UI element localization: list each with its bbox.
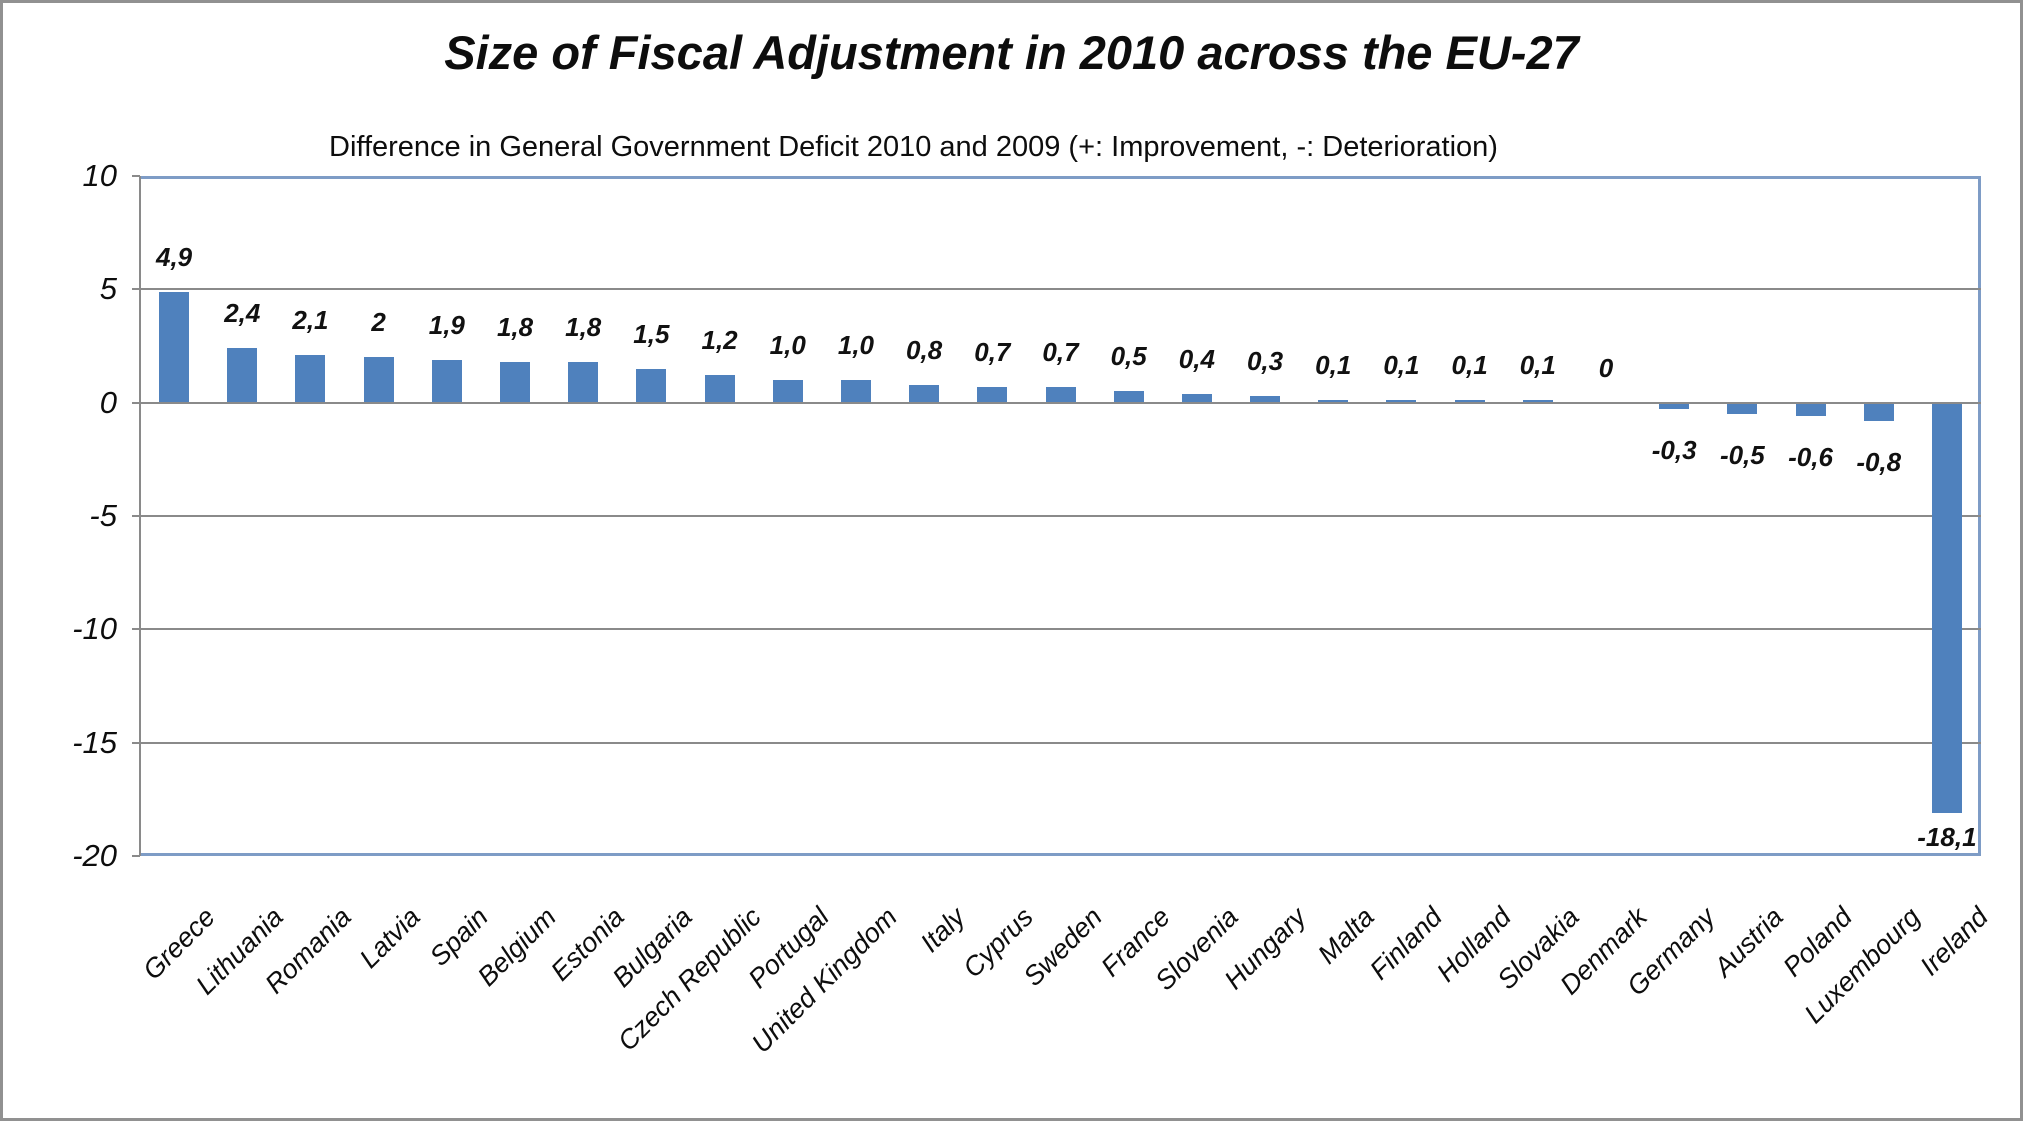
y-axis-label: -15 bbox=[72, 724, 117, 760]
y-axis-tick bbox=[132, 855, 140, 857]
data-label: 0,7 bbox=[1042, 336, 1079, 367]
y-axis-label: -10 bbox=[72, 611, 117, 647]
gridline bbox=[140, 741, 1981, 744]
data-label: 0 bbox=[1598, 352, 1614, 383]
y-axis-tick bbox=[132, 288, 140, 291]
data-label: 0,1 bbox=[1383, 350, 1420, 381]
data-label: 1,5 bbox=[633, 318, 670, 349]
bar-hungary bbox=[1250, 395, 1281, 403]
bar-slovakia bbox=[1522, 400, 1553, 403]
bar-bulgaria bbox=[636, 368, 667, 403]
gridline bbox=[140, 288, 1981, 291]
gridline bbox=[140, 515, 1981, 517]
data-label: 1,0 bbox=[769, 330, 806, 360]
data-label: 1,0 bbox=[837, 330, 875, 360]
data-label: 0,1 bbox=[1451, 350, 1488, 381]
data-label: 0,1 bbox=[1519, 350, 1556, 381]
data-label: 1,8 bbox=[496, 311, 534, 342]
chart-title: Size of Fiscal Adjustment in 2010 across… bbox=[444, 26, 1579, 79]
data-label: 0,4 bbox=[1178, 343, 1215, 374]
data-label: 1,2 bbox=[701, 325, 738, 356]
bar-malta bbox=[1318, 400, 1349, 403]
bar-italy bbox=[909, 384, 940, 403]
y-axis-tick bbox=[132, 741, 140, 744]
bar-united-kingdom bbox=[840, 380, 871, 403]
bar-france bbox=[1113, 391, 1144, 403]
y-axis-label: 0 bbox=[99, 384, 117, 420]
data-label: 2,4 bbox=[224, 298, 261, 329]
bar-holland bbox=[1454, 400, 1485, 403]
gridline bbox=[140, 628, 1981, 631]
bar-poland bbox=[1795, 402, 1826, 417]
y-axis-label: 10 bbox=[82, 158, 117, 193]
chart-subtitle: Difference in General Government Deficit… bbox=[329, 131, 1498, 163]
y-axis-tick bbox=[132, 515, 140, 517]
bar-cyprus bbox=[977, 386, 1008, 403]
data-label: -0,6 bbox=[1788, 442, 1833, 473]
bar-romania bbox=[295, 355, 326, 403]
bar-slovenia bbox=[1181, 393, 1212, 403]
data-label: 0,5 bbox=[1110, 341, 1147, 372]
data-label: 0,1 bbox=[1315, 350, 1352, 381]
y-axis-tick bbox=[132, 628, 140, 631]
data-label: 0,8 bbox=[906, 334, 943, 365]
bar-greece bbox=[159, 291, 190, 403]
data-label: 1,8 bbox=[565, 311, 602, 342]
y-axis-label: -20 bbox=[72, 838, 117, 873]
data-label: 2 bbox=[371, 307, 386, 338]
bar-austria bbox=[1727, 402, 1758, 414]
bar-czech-republic bbox=[704, 375, 735, 403]
y-axis-tick bbox=[132, 401, 140, 404]
bar-belgium bbox=[500, 361, 531, 403]
data-label: -0,5 bbox=[1719, 440, 1765, 470]
data-label: 0,7 bbox=[974, 336, 1011, 367]
bar-germany bbox=[1659, 402, 1690, 410]
data-label: 0,3 bbox=[1246, 345, 1284, 376]
bar-finland bbox=[1386, 400, 1417, 403]
bar-sweden bbox=[1045, 386, 1076, 403]
x-axis-line bbox=[140, 401, 1981, 404]
y-axis-tick bbox=[132, 175, 140, 177]
bar-portugal bbox=[772, 380, 803, 403]
bar-spain bbox=[431, 359, 462, 403]
bar-luxembourg bbox=[1863, 402, 1894, 421]
y-axis-label: -5 bbox=[89, 498, 117, 533]
y-axis-line bbox=[139, 176, 141, 856]
data-label: -0,3 bbox=[1651, 435, 1697, 466]
bar-ireland bbox=[1931, 402, 1962, 813]
bar-latvia bbox=[363, 357, 394, 403]
bar-lithuania bbox=[227, 348, 258, 403]
bar-estonia bbox=[568, 361, 599, 403]
plot-area: 10 5 0 -5 -10 -15 -20 4,9 Greece 2,4 Lithuania 2,1 R… bbox=[3, 3, 2020, 1118]
data-label: 1,9 bbox=[428, 309, 465, 340]
data-label: -0,8 bbox=[1856, 446, 1902, 477]
data-label: -18,1 bbox=[1917, 822, 1977, 852]
data-label: 2,1 bbox=[292, 305, 329, 336]
y-axis-label: 5 bbox=[99, 271, 117, 307]
data-label: 4,9 bbox=[156, 241, 193, 272]
